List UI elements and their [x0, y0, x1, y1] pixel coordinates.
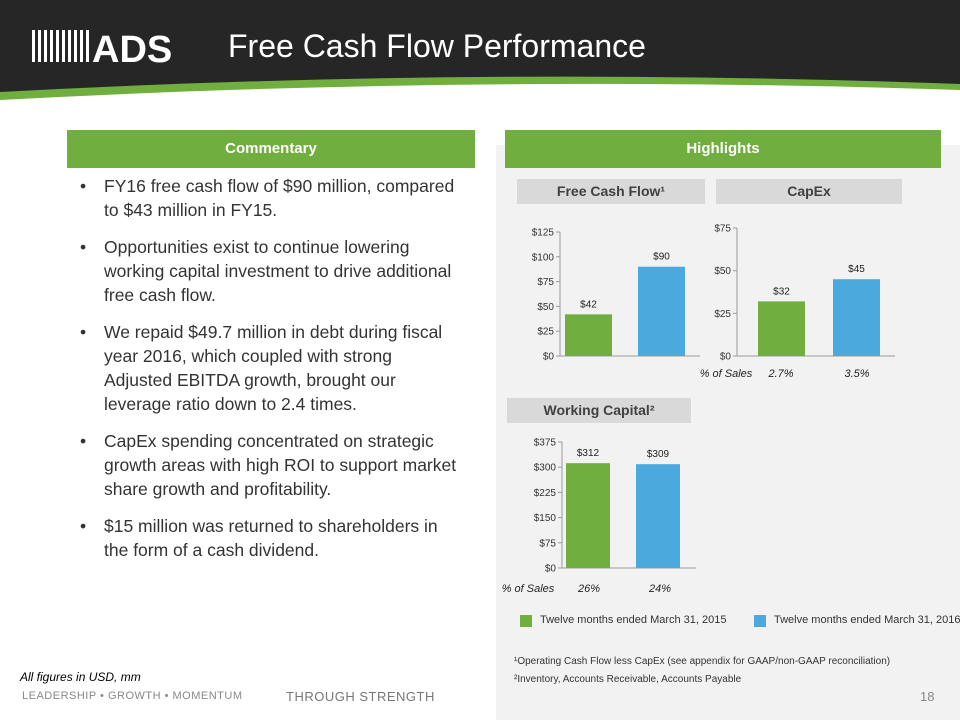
page-number: 18: [920, 689, 935, 704]
bullet-dot: •: [80, 237, 87, 257]
pct-of-sales-label: % of Sales: [502, 583, 555, 595]
y-tick-label: $0: [545, 564, 557, 575]
bar-data-label: $45: [848, 264, 865, 275]
y-tick-label: $300: [534, 463, 557, 474]
bullet-dot: •: [80, 431, 87, 451]
y-tick-label: $50: [714, 266, 731, 277]
bar: [566, 463, 610, 568]
bullet-dot: •: [80, 516, 87, 536]
bar-data-label: $90: [653, 252, 670, 263]
bullet-text: CapEx spending concentrated on strategic…: [104, 431, 457, 499]
bullet-text: FY16 free cash flow of $90 million, comp…: [104, 176, 455, 220]
y-tick-label: $375: [534, 438, 557, 449]
bar: [758, 301, 805, 356]
commentary-bullet: • $15 million was returned to shareholder…: [80, 514, 460, 562]
bar-data-label: $312: [577, 448, 600, 459]
bullet-text: We repaid $49.7 million in debt during f…: [104, 322, 443, 414]
bar-data-label: $309: [647, 449, 670, 460]
commentary-list: • FY16 free cash flow of $90 million, com…: [80, 174, 460, 575]
commentary-bullet: • Opportunities exist to continue lowerin…: [80, 235, 460, 307]
y-tick-label: $25: [537, 327, 554, 338]
commentary-bullet: • We repaid $49.7 million in debt during …: [80, 320, 460, 416]
footnote-1: ¹Operating Cash Flow less CapEx (see app…: [514, 656, 891, 667]
legend-swatch-green: [520, 615, 532, 627]
fcf-subheading: Free Cash Flow¹: [517, 179, 705, 204]
wc-subheading: Working Capital²: [507, 398, 691, 423]
pct-of-sales-value: 24%: [648, 583, 671, 595]
bar: [638, 266, 685, 356]
footer-tagline-strength: THROUGH STRENGTH: [286, 689, 435, 704]
pct-of-sales-value: 3.5%: [844, 368, 869, 380]
bullet-text: $15 million was returned to shareholders…: [104, 516, 438, 560]
highlights-panel: [496, 145, 960, 720]
highlights-heading: Highlights: [505, 130, 941, 168]
y-tick-label: $125: [532, 228, 555, 239]
y-tick-label: $0: [720, 352, 732, 363]
y-tick-label: $50: [537, 302, 554, 313]
bullet-dot: •: [80, 322, 87, 342]
usd-note: All figures in USD, mm: [20, 670, 141, 684]
bar: [636, 464, 680, 568]
y-tick-label: $100: [532, 252, 555, 263]
bar-data-label: $42: [580, 299, 597, 310]
bar: [833, 279, 880, 356]
y-tick-label: $0: [543, 352, 555, 363]
bullet-dot: •: [80, 176, 87, 196]
page-title: Free Cash Flow Performance: [228, 28, 646, 64]
footer-tagline: LEADERSHIP • GROWTH • MOMENTUM: [22, 690, 243, 702]
commentary-bullet: • CapEx spending concentrated on strategi…: [80, 429, 460, 501]
legend-label: Twelve months ended March 31, 2016: [774, 614, 960, 626]
logo-text: ADS: [92, 29, 172, 71]
ads-logo: ADS: [32, 29, 172, 71]
legend-swatch-blue: [754, 615, 766, 627]
y-tick-label: $150: [534, 513, 557, 524]
bar: [565, 314, 612, 356]
header-swoosh: [0, 76, 960, 110]
bullet-text: Opportunities exist to continue lowering…: [104, 237, 452, 305]
capex-chart: $0 $25 $50 $75 $32 $45 % of Sales 2.7% 3.5%: [700, 224, 895, 380]
y-tick-label: $225: [534, 488, 557, 499]
y-tick-label: $75: [714, 224, 731, 235]
commentary-heading: Commentary: [67, 130, 475, 168]
pct-of-sales-value: 2.7%: [767, 368, 793, 380]
commentary-bullet: • FY16 free cash flow of $90 million, com…: [80, 174, 460, 222]
fcf-chart: $0 $25 $50 $75 $100 $125 $42 $90: [532, 228, 700, 363]
y-tick-label: $75: [537, 277, 554, 288]
pct-of-sales-value: 26%: [577, 583, 600, 595]
capex-subheading: CapEx: [716, 179, 902, 204]
y-tick-label: $75: [539, 538, 556, 549]
pct-of-sales-label: % of Sales: [700, 368, 753, 380]
bar-data-label: $32: [773, 286, 790, 297]
footnote-2: ²Inventory, Accounts Receivable, Account…: [514, 674, 742, 685]
y-tick-label: $25: [714, 309, 731, 320]
legend-label: Twelve months ended March 31, 2015: [540, 614, 727, 626]
wc-chart: $0 $75 $150 $225 $300 $375 $312 $309 % of Sales 2…: [502, 438, 696, 595]
